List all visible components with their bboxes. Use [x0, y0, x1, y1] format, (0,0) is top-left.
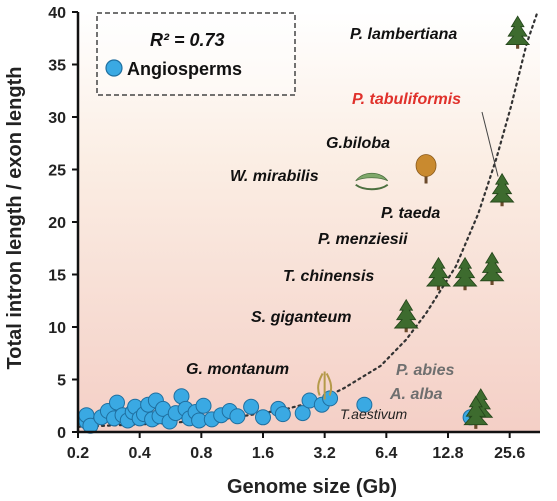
gnetum-icon: [317, 371, 333, 400]
legend-box: [96, 12, 296, 96]
species-label-p-taeda: P. taeda: [381, 205, 440, 222]
angiosperm-point: [229, 408, 246, 425]
y-tick-label: 40: [48, 5, 66, 22]
x-tick-label: 3.2: [314, 445, 336, 462]
legend: R² = 0.73 Angiosperms: [96, 12, 296, 96]
species-label-w-mirabilis: W. mirabilis: [230, 168, 319, 185]
species-label-p-tabuliformis: P. tabuliformis: [352, 91, 461, 108]
x-axis-title: Genome size (Gb): [227, 476, 397, 498]
angiosperm-point: [356, 396, 373, 413]
y-tick-label: 5: [57, 373, 66, 390]
plot-background: [78, 12, 540, 432]
tree-icon-p-menziesii: [452, 256, 478, 291]
tree-icon-p-tabuliformis: [489, 172, 515, 207]
species-label-t-chinensis: T. chinensis: [283, 268, 374, 285]
legend-r2: R² = 0.73: [150, 30, 225, 50]
tree-icon-p-taeda: [479, 251, 505, 285]
angiosperm-point: [294, 405, 311, 422]
species-label-p-lambertiana: P. lambertiana: [350, 26, 457, 43]
welwitschia-icon: [355, 172, 389, 191]
x-tick-label: 12.8: [432, 445, 463, 462]
y-tick-label: 20: [48, 215, 66, 232]
angiosperm-point: [243, 398, 260, 415]
x-tick-label: 0.4: [129, 445, 151, 462]
species-label-a-alba: A. alba: [389, 386, 443, 403]
ginkgo-icon: [415, 154, 437, 184]
x-tick-label: 1.6: [252, 445, 274, 462]
y-tick-label: 10: [48, 320, 66, 337]
legend-angiosperm-marker: [105, 59, 123, 77]
species-label-g-biloba: G.biloba: [326, 135, 390, 152]
species-label-p-abies: P. abies: [396, 362, 455, 379]
x-tick-label: 0.2: [67, 445, 89, 462]
species-label-g-montanum: G. montanum: [186, 361, 289, 378]
y-tick-label: 35: [48, 58, 66, 75]
legend-angiosperm-label: Angiosperms: [127, 59, 242, 79]
y-tick-label: 0: [57, 425, 66, 442]
angiosperm-point: [195, 397, 212, 414]
x-tick-label: 0.8: [190, 445, 212, 462]
tree-icon-t-chinensis: [425, 256, 451, 291]
species-label-s-giganteum: S. giganteum: [251, 309, 351, 326]
x-tick-label: 6.4: [375, 445, 397, 462]
angiosperm-point: [274, 406, 291, 423]
x-tick-label: 25.6: [494, 445, 525, 462]
tree-icon-p-lambertiana: [505, 15, 531, 49]
tree-icon-a-alba: [463, 395, 489, 429]
tree-icon-s-giganteum: [393, 298, 419, 333]
y-tick-label: 15: [48, 268, 66, 285]
species-label-t-aestivum: T.aestivum: [340, 406, 408, 422]
y-axis-title: Total intron length / exon length: [4, 67, 26, 370]
y-tick-label: 30: [48, 110, 66, 127]
y-tick-label: 25: [48, 163, 66, 180]
species-label-p-menziesii: P. menziesii: [318, 231, 408, 248]
leader-line: [481, 111, 499, 177]
angiosperm-point: [255, 409, 272, 426]
